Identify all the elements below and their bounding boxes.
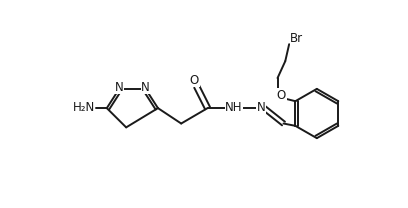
Text: NH: NH (225, 101, 243, 114)
Text: N: N (141, 81, 150, 94)
Text: H₂N: H₂N (73, 101, 95, 114)
Text: O: O (277, 89, 286, 102)
Text: Br: Br (290, 32, 304, 45)
Text: O: O (190, 74, 199, 87)
Text: N: N (115, 81, 124, 94)
Text: N: N (257, 101, 265, 114)
